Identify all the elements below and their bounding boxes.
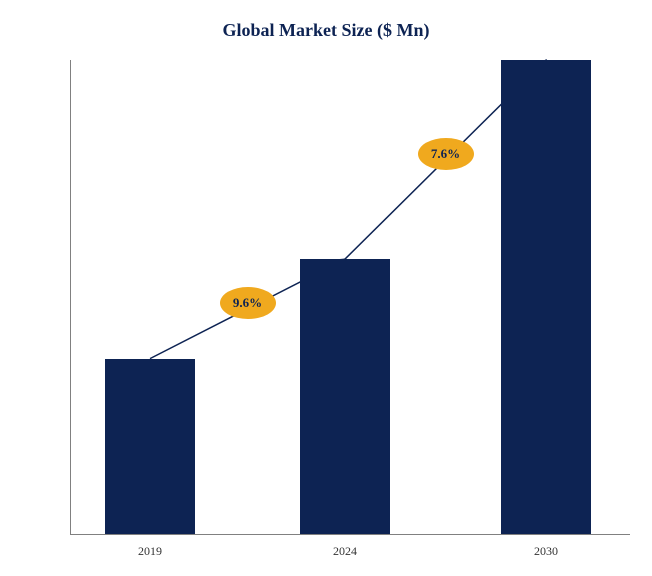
x-label-2030: 2030 [506, 544, 586, 559]
bar-2030 [501, 60, 591, 534]
bar-2019 [105, 359, 195, 534]
bar-2024 [300, 259, 390, 534]
x-label-2019: 2019 [110, 544, 190, 559]
chart-canvas: Global Market Size ($ Mn) 2019 2024 2030 9.… [0, 0, 652, 576]
growth-badge-1: 7.6% [418, 138, 474, 170]
x-axis-line [70, 534, 630, 535]
y-axis-line [70, 60, 71, 534]
growth-badge-0: 9.6% [220, 287, 276, 319]
chart-title: Global Market Size ($ Mn) [0, 20, 652, 41]
x-label-2024: 2024 [305, 544, 385, 559]
